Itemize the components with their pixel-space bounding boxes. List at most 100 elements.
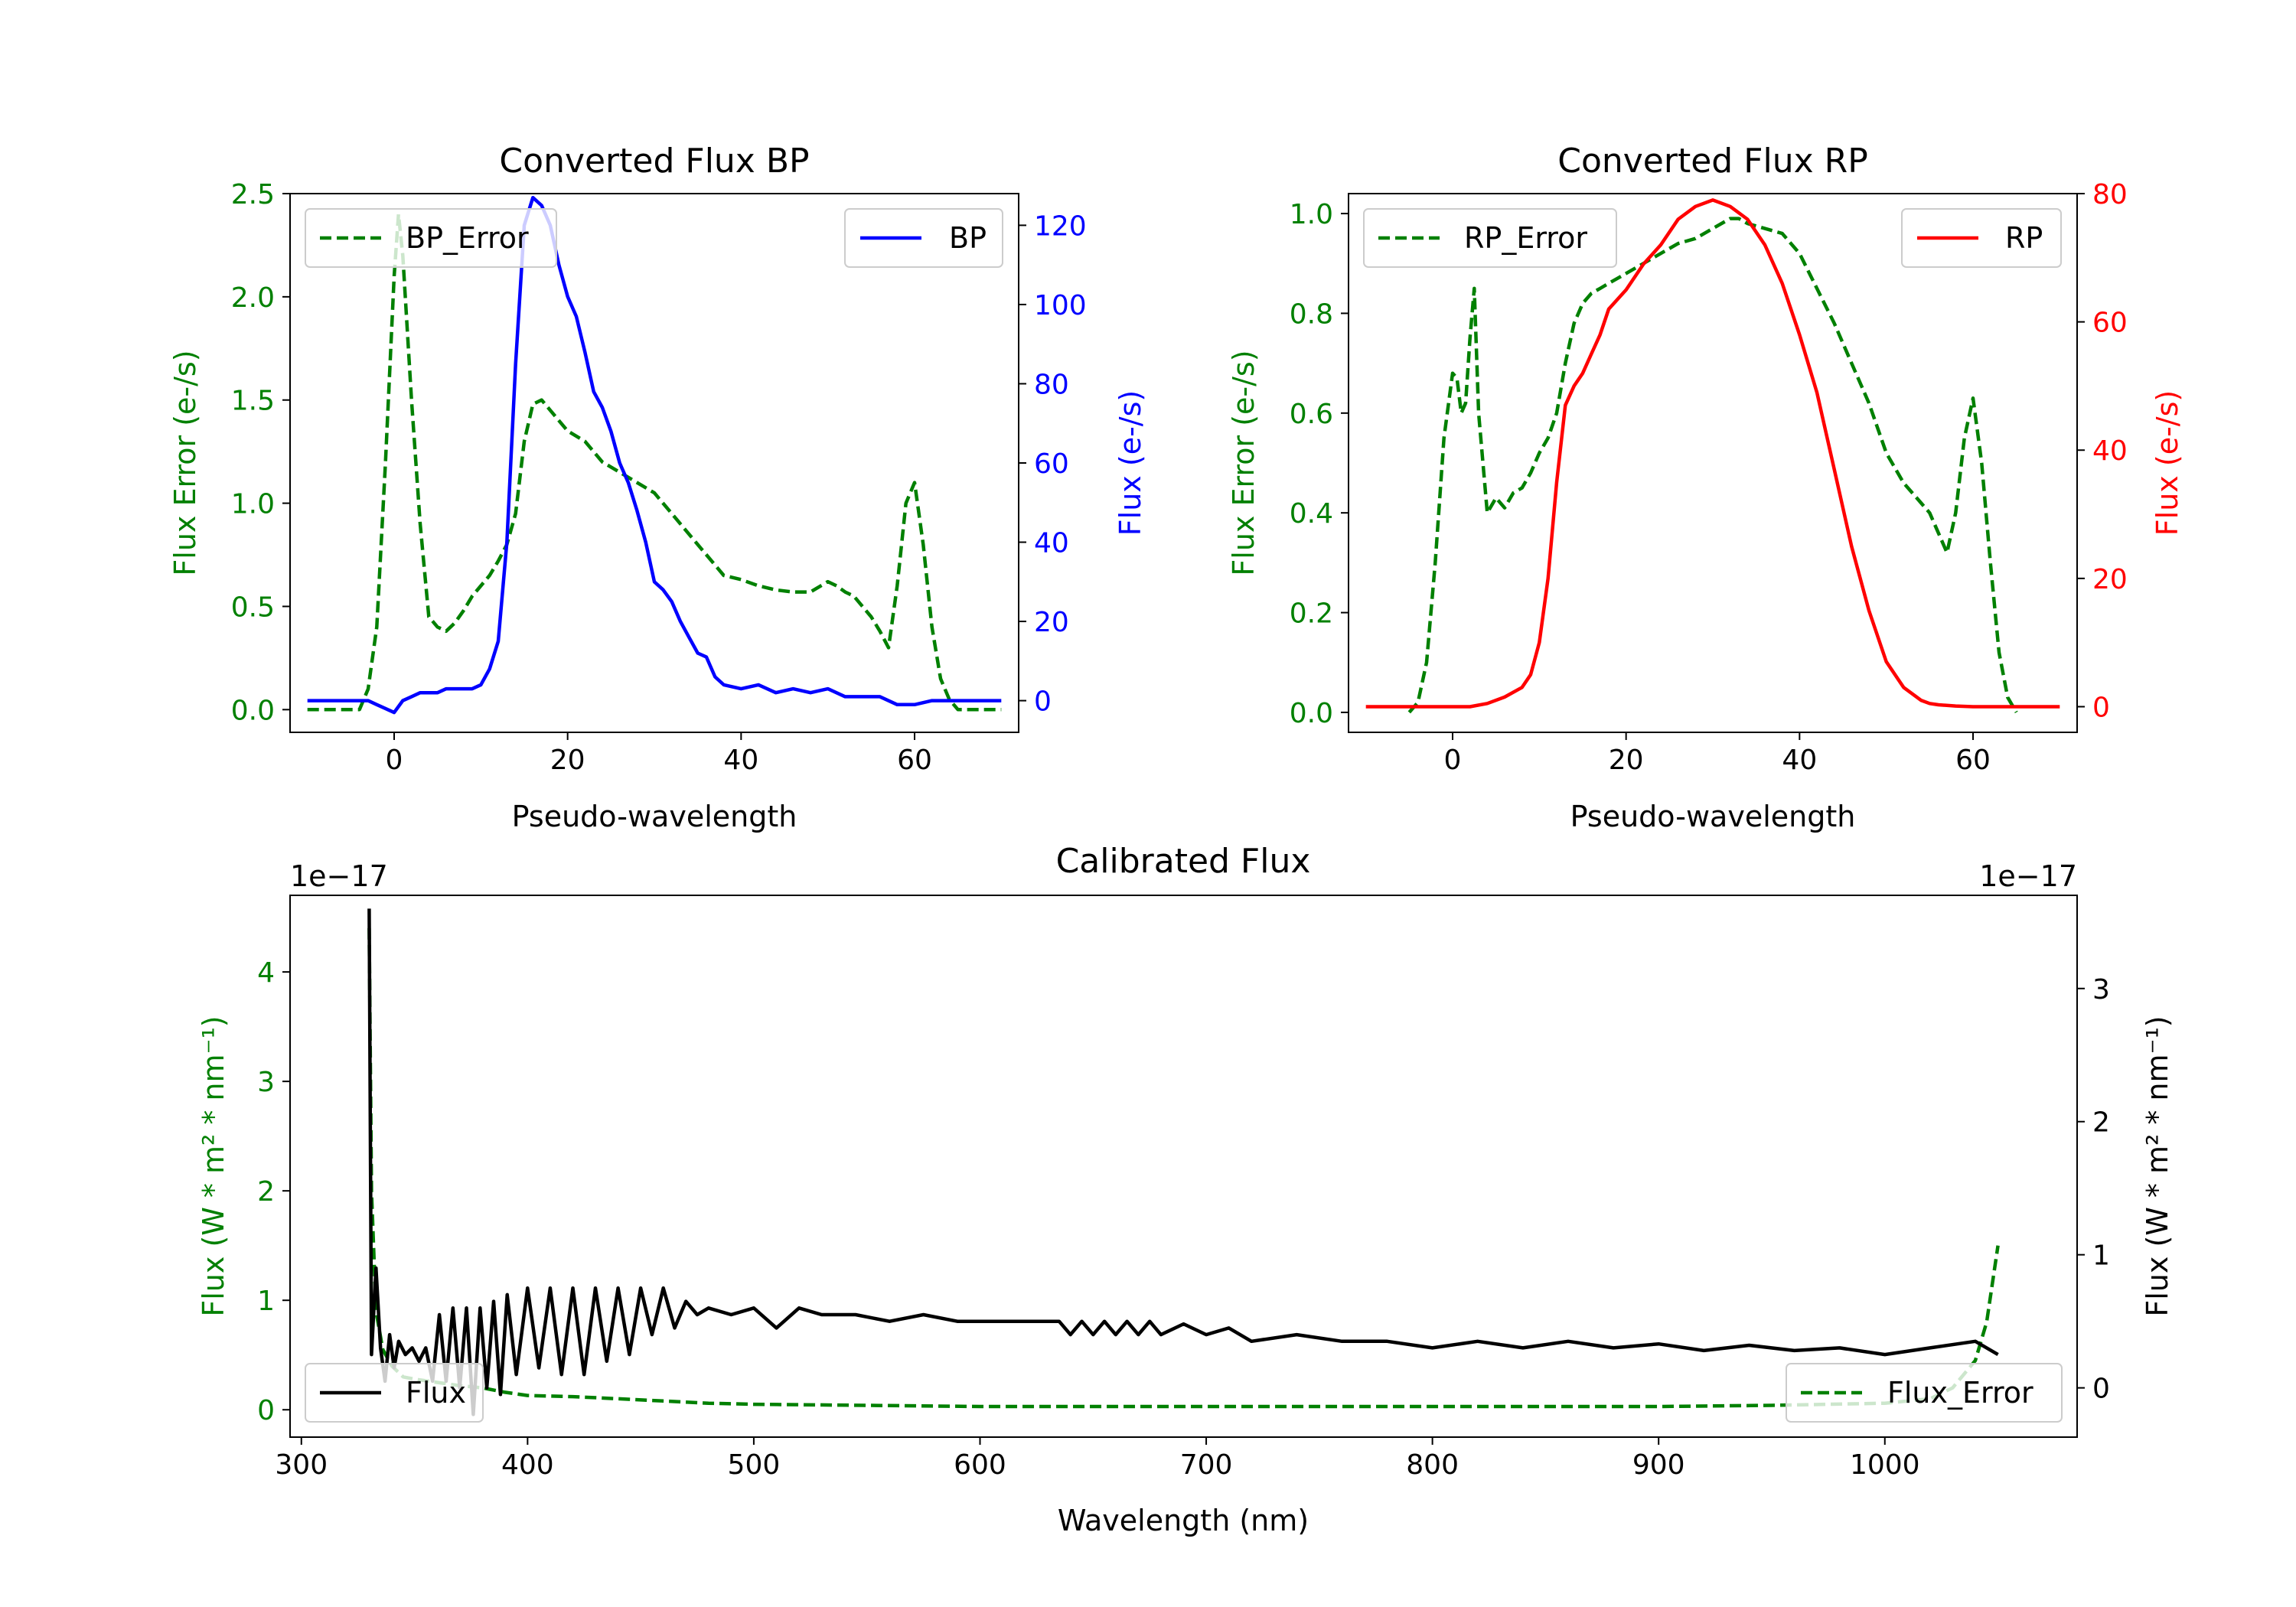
chart-calib-left-offset: 1e−17 xyxy=(290,859,388,893)
legend-frame xyxy=(1363,208,1617,268)
chart-rp-left-ticks: 0.0 0.2 0.4 0.6 0.8 1.0 xyxy=(1290,199,1349,729)
chart-rp-xticks: 0 20 40 60 xyxy=(1444,732,1991,776)
left-tick-label: 1.5 xyxy=(231,386,275,417)
chart-calib-frame xyxy=(289,895,2078,1438)
left-tick-label: 0.4 xyxy=(1290,498,1333,530)
x-tick-label: 700 xyxy=(1180,1449,1233,1481)
chart-bp-xlabel: Pseudo-wavelength xyxy=(512,800,797,833)
legend-frame xyxy=(305,208,557,268)
right-tick-label: 80 xyxy=(1034,369,1069,400)
legend-label-bp-error: BP_Error xyxy=(406,221,529,255)
x-tick-label: 40 xyxy=(1782,745,1817,776)
chart-calib: Calibrated Flux 300 400 500 600 700 800 900 100… xyxy=(197,842,2174,1537)
legend-label-rp: RP xyxy=(2005,221,2043,255)
chart-calib-left-ticks: 0 1 2 3 4 xyxy=(257,957,290,1426)
chart-calib-xticks: 300 400 500 600 700 800 900 1000 xyxy=(275,1437,1920,1481)
left-tick-label: 1 xyxy=(257,1286,275,1317)
series-rp-line xyxy=(1365,198,2060,709)
chart-rp-legend-rp: RP xyxy=(1901,208,2062,268)
legend-frame xyxy=(1786,1363,2063,1423)
right-tick-label: 40 xyxy=(2092,435,2128,467)
x-tick-label: 400 xyxy=(501,1449,554,1481)
chart-rp-xlabel: Pseudo-wavelength xyxy=(1570,800,1856,833)
right-tick-label: 3 xyxy=(2092,974,2110,1006)
x-tick-label: 40 xyxy=(723,745,758,776)
x-tick-label: 300 xyxy=(275,1449,328,1481)
x-tick-label: 20 xyxy=(1609,745,1644,776)
chart-bp-legend-error: BP_Error xyxy=(305,208,557,268)
chart-rp-frame xyxy=(1348,193,2078,733)
series-bp-line xyxy=(307,195,1002,715)
chart-calib-left-ylabel: Flux (W * m² * nm⁻¹) xyxy=(197,1015,230,1316)
right-tick-label: 0 xyxy=(2092,692,2110,723)
left-tick-label: 0.0 xyxy=(231,695,275,726)
left-tick-label: 0.6 xyxy=(1290,399,1333,430)
chart-bp-legend-bp: BP xyxy=(844,208,1003,268)
legend-label-rp-error: RP_Error xyxy=(1464,221,1587,255)
x-tick-label: 900 xyxy=(1632,1449,1685,1481)
left-tick-label: 1.0 xyxy=(231,489,275,520)
chart-bp-right-ylabel: Flux (e-/s) xyxy=(1114,390,1147,536)
x-tick-label: 800 xyxy=(1406,1449,1459,1481)
chart-bp-title: Converted Flux BP xyxy=(499,142,809,181)
right-tick-label: 100 xyxy=(1034,290,1087,321)
chart-rp-right-ylabel: Flux (e-/s) xyxy=(2151,390,2184,536)
left-tick-label: 2.0 xyxy=(231,282,275,314)
right-tick-label: 2 xyxy=(2092,1107,2110,1139)
x-tick-label: 600 xyxy=(954,1449,1006,1481)
chart-bp-xticks: 0 20 40 60 xyxy=(386,732,932,776)
chart-bp-lines xyxy=(307,195,1002,715)
legend-label-bp: BP xyxy=(949,221,987,255)
chart-calib-legend-flux: Flux xyxy=(305,1363,484,1423)
chart-bp-left-ticks: 0.0 0.5 1.0 1.5 2.0 2.5 xyxy=(231,179,290,726)
chart-calib-legend-error: Flux_Error xyxy=(1786,1363,2063,1423)
legend-label-flux: Flux xyxy=(406,1376,466,1410)
left-tick-label: 2 xyxy=(257,1176,275,1208)
x-tick-label: 60 xyxy=(1955,745,1991,776)
legend-frame xyxy=(844,208,1003,268)
right-tick-label: 20 xyxy=(1034,607,1069,638)
right-tick-label: 60 xyxy=(1034,448,1069,480)
chart-calib-title: Calibrated Flux xyxy=(1056,842,1311,881)
chart-calib-right-ticks: 0 1 2 3 xyxy=(2077,974,2110,1405)
right-tick-label: 80 xyxy=(2092,179,2128,210)
x-tick-label: 60 xyxy=(897,745,932,776)
x-tick-label: 500 xyxy=(728,1449,781,1481)
legend-frame xyxy=(1901,208,2062,268)
left-tick-label: 1.0 xyxy=(1290,199,1333,230)
left-tick-label: 0.0 xyxy=(1290,698,1333,729)
chart-rp-left-ylabel: Flux Error (e-/s) xyxy=(1227,350,1261,575)
x-tick-label: 0 xyxy=(386,745,403,776)
right-tick-label: 0 xyxy=(2092,1374,2110,1405)
legend-label-flux-error: Flux_Error xyxy=(1887,1376,2033,1410)
left-tick-label: 3 xyxy=(257,1067,275,1098)
chart-calib-right-ylabel: Flux (W * m² * nm⁻¹) xyxy=(2141,1015,2174,1316)
left-tick-label: 2.5 xyxy=(231,179,275,210)
right-tick-label: 40 xyxy=(1034,528,1069,559)
chart-bp-left-ylabel: Flux Error (e-/s) xyxy=(168,350,202,575)
right-tick-label: 20 xyxy=(2092,564,2128,595)
chart-calib-right-offset: 1e−17 xyxy=(1979,859,2077,893)
left-tick-label: 4 xyxy=(257,957,275,989)
legend-frame xyxy=(305,1363,484,1423)
x-tick-label: 20 xyxy=(550,745,585,776)
chart-bp: Converted Flux BP 0 20 40 60 0.0 0.5 1.0 1.5 2.… xyxy=(168,142,1147,833)
chart-rp-legend-error: RP_Error xyxy=(1363,208,1617,268)
chart-calib-xlabel: Wavelength (nm) xyxy=(1058,1504,1309,1537)
right-tick-label: 1 xyxy=(2092,1240,2110,1272)
right-tick-label: 0 xyxy=(1034,686,1052,718)
chart-rp-lines xyxy=(1365,198,2060,714)
chart-rp: Converted Flux RP 0 20 40 60 0.00.20.40.60.… xyxy=(1227,142,2184,833)
x-tick-label: 1000 xyxy=(1850,1449,1920,1481)
left-tick-label: 0 xyxy=(257,1395,275,1426)
chart-rp-right-ticks: 0 20 40 60 80 xyxy=(2077,179,2128,723)
chart-bp-right-ticks: 0 20 40 60 80 100 120 xyxy=(1019,210,1087,718)
left-tick-label: 0.2 xyxy=(1290,598,1333,630)
right-tick-label: 120 xyxy=(1034,210,1087,242)
x-tick-label: 0 xyxy=(1444,745,1462,776)
right-tick-label: 60 xyxy=(2092,308,2128,339)
chart-rp-title: Converted Flux RP xyxy=(1557,142,1868,181)
left-tick-label: 0.8 xyxy=(1290,298,1333,330)
left-tick-label: 0.5 xyxy=(231,592,275,623)
